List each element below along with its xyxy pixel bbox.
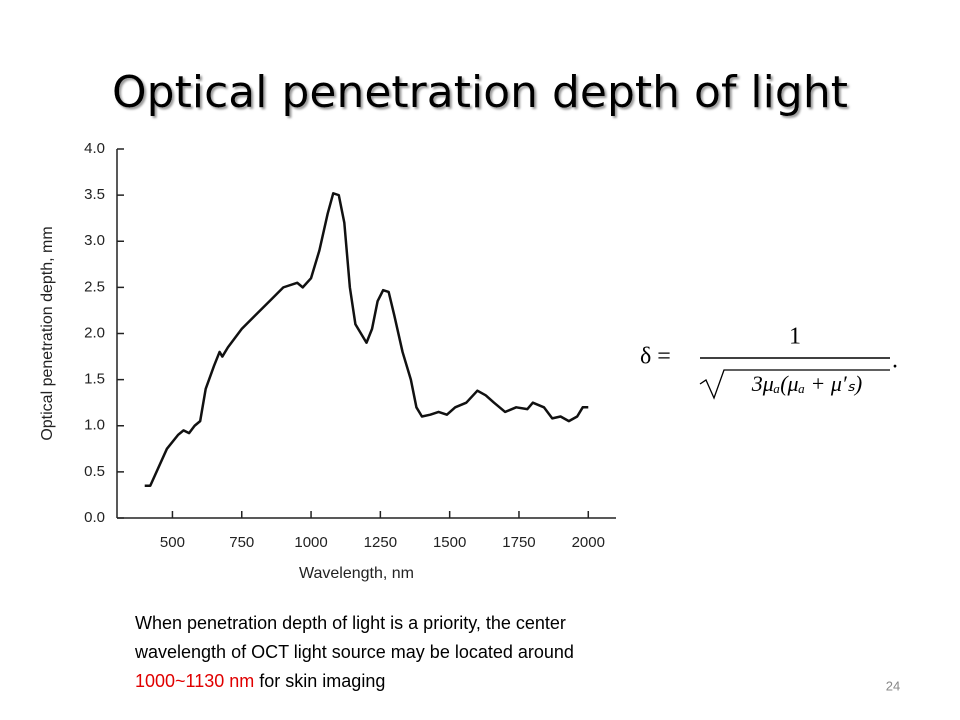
page-number: 24: [886, 678, 900, 693]
x-tick-label: 1250: [364, 534, 397, 551]
y-tick-label: 3.5: [84, 186, 105, 203]
y-tick-label: 1.5: [84, 371, 105, 388]
y-tick-label: 2.0: [84, 324, 105, 341]
x-tick-label: 500: [160, 534, 185, 551]
y-tick-label: 0.5: [84, 463, 105, 480]
y-tick-label: 4.0: [84, 140, 105, 157]
formula-numerator: 1: [789, 324, 801, 350]
y-tick-label: 0.0: [84, 509, 105, 526]
x-axis-label: Wavelength, nm: [299, 565, 414, 582]
formula-end: .: [892, 348, 898, 374]
data-line: [144, 192, 589, 487]
caption-line: 1000~1130 nm for skin imaging: [135, 671, 385, 691]
slide-title: Optical penetration depth of light: [112, 67, 848, 118]
x-tick-label: 1000: [294, 534, 327, 551]
y-axis-label: Optical penetration depth, mm: [39, 226, 56, 440]
y-tick-label: 2.5: [84, 278, 105, 295]
x-tick-label: 1750: [502, 534, 535, 551]
x-tick-label: 750: [229, 534, 254, 551]
x-tick-label: 1500: [433, 534, 466, 551]
caption-rest: for skin imaging: [254, 671, 385, 691]
root-sign: [699, 369, 890, 400]
caption-line: wavelength of OCT light source may be lo…: [134, 642, 574, 662]
formula-lhs: δ =: [640, 344, 671, 370]
y-tick-label: 3.0: [84, 232, 105, 249]
x-tick-label: 2000: [572, 534, 605, 551]
formula-denominator: 3μₐ(μₐ + μ′ₛ): [751, 371, 863, 396]
y-tick-label: 1.0: [84, 417, 105, 434]
formula: δ = 1 3μₐ(μₐ + μ′ₛ) .: [640, 324, 898, 400]
caption-highlight: 1000~1130 nm: [135, 671, 254, 691]
caption-line: When penetration depth of light is a pri…: [135, 613, 566, 633]
